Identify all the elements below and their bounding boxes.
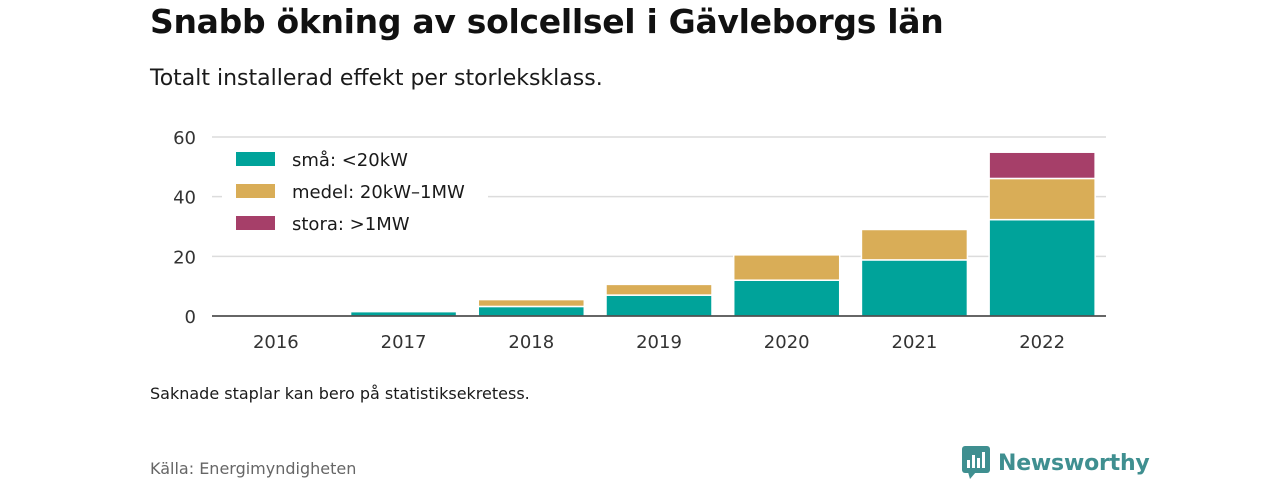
legend-swatch <box>236 216 275 230</box>
x-tick-label: 2017 <box>381 332 427 353</box>
y-tick-label: 40 <box>173 188 196 209</box>
footnote: Saknade staplar kan bero på statistiksek… <box>150 384 530 403</box>
x-tick-label: 2018 <box>508 332 554 353</box>
bar-segment <box>222 313 330 316</box>
legend-swatch <box>236 184 275 198</box>
newsworthy-logo-icon <box>962 446 990 479</box>
bar-segment <box>349 309 458 313</box>
chart-subtitle: Totalt installerad effekt per storlekskl… <box>150 66 603 91</box>
bar-segment <box>988 218 1096 317</box>
x-tick-label: 2016 <box>253 332 299 353</box>
bar-segment <box>605 283 713 296</box>
stacked-bar-chart: 0 20 40 60 2016 2017 2018 2019 2020 2021 2022 små:… <box>173 128 1106 353</box>
legend-label: stora: >1MW <box>292 214 410 235</box>
bar-segment <box>732 254 841 281</box>
bar-segment <box>605 294 713 317</box>
y-tick-label: 0 <box>185 307 196 328</box>
x-tick-label: 2019 <box>636 332 682 353</box>
legend-label: medel: 20kW–1MW <box>292 182 465 203</box>
legend-label: små: <20kW <box>292 150 408 171</box>
x-tick-label: 2020 <box>764 332 810 353</box>
bars <box>222 151 1096 317</box>
x-tick-label: 2022 <box>1019 332 1065 353</box>
legend-swatch <box>236 152 275 166</box>
y-tick-label: 20 <box>173 247 196 268</box>
bar-segment <box>477 305 586 317</box>
brand-logo: Newsworthy <box>962 446 1150 480</box>
bar-segment <box>477 298 586 308</box>
source-note: Källa: Energimyndigheten <box>150 459 357 478</box>
legend: små: <20kW medel: 20kW–1MW stora: >1MW <box>222 144 488 240</box>
chart-title: Snabb ökning av solcellsel i Gävleborgs … <box>150 2 944 41</box>
bar-segment <box>860 259 969 317</box>
axes: 0 20 40 60 2016 2017 2018 2019 2020 2021 2022 <box>173 128 1106 353</box>
brand-name: Newsworthy <box>998 450 1150 476</box>
bar-segment <box>988 177 1096 221</box>
x-tick-label: 2021 <box>892 332 938 353</box>
bar-segment <box>860 228 969 261</box>
bar-segment <box>732 279 841 317</box>
y-tick-label: 60 <box>173 128 196 149</box>
bar-segment <box>988 151 1096 180</box>
